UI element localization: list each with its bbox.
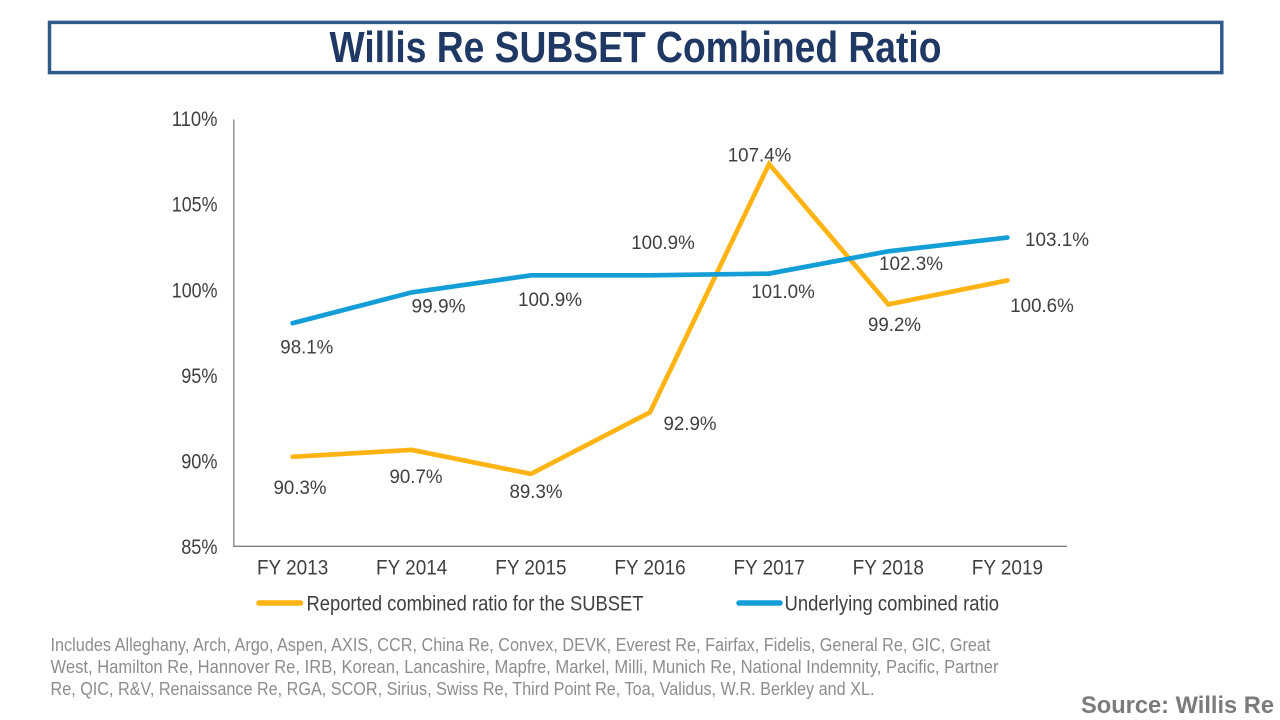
svg-text:Underlying combined ratio: Underlying combined ratio <box>785 591 1000 615</box>
svg-text:FY 2016: FY 2016 <box>614 555 685 579</box>
svg-text:98.1%: 98.1% <box>280 337 333 359</box>
svg-text:99.9%: 99.9% <box>412 296 466 318</box>
svg-text:FY 2014: FY 2014 <box>376 555 447 579</box>
svg-text:100.9%: 100.9% <box>518 289 582 311</box>
svg-text:110%: 110% <box>172 107 218 131</box>
svg-text:FY 2017: FY 2017 <box>733 555 804 579</box>
svg-text:West, Hamilton Re, Hannover Re: West, Hamilton Re, Hannover Re, IRB, Kor… <box>51 657 999 677</box>
svg-text:90%: 90% <box>181 450 217 474</box>
svg-text:89.3%: 89.3% <box>510 481 563 503</box>
svg-text:92.9%: 92.9% <box>664 413 717 435</box>
svg-text:Source: Willis Re: Source: Willis Re <box>1081 692 1274 719</box>
svg-text:100%: 100% <box>172 278 218 302</box>
svg-text:85%: 85% <box>181 535 217 559</box>
svg-text:105%: 105% <box>172 193 218 217</box>
svg-text:Re, QIC, R&V, Renaissance Re,: Re, QIC, R&V, Renaissance Re, RGA, SCOR,… <box>51 679 875 699</box>
svg-text:100.6%: 100.6% <box>1010 295 1074 317</box>
svg-text:FY 2019: FY 2019 <box>972 555 1043 579</box>
svg-text:90.3%: 90.3% <box>274 477 327 499</box>
svg-text:Reported combined ratio for th: Reported combined ratio for the SUBSET <box>307 591 644 615</box>
svg-text:FY 2015: FY 2015 <box>495 555 566 579</box>
svg-text:99.2%: 99.2% <box>868 314 921 336</box>
svg-text:100.9%: 100.9% <box>631 232 695 254</box>
svg-text:101.0%: 101.0% <box>751 281 815 303</box>
svg-text:FY 2018: FY 2018 <box>853 555 924 579</box>
svg-text:95%: 95% <box>181 364 217 388</box>
svg-text:103.1%: 103.1% <box>1025 229 1089 251</box>
svg-text:90.7%: 90.7% <box>390 466 443 488</box>
svg-text:FY 2013: FY 2013 <box>257 555 328 579</box>
svg-text:Includes Alleghany, Arch, Argo: Includes Alleghany, Arch, Argo, Aspen, A… <box>51 635 991 655</box>
svg-text:102.3%: 102.3% <box>879 253 943 275</box>
svg-text:Willis Re SUBSET Combined Rati: Willis Re SUBSET Combined Ratio <box>330 23 942 72</box>
svg-text:107.4%: 107.4% <box>728 145 792 167</box>
